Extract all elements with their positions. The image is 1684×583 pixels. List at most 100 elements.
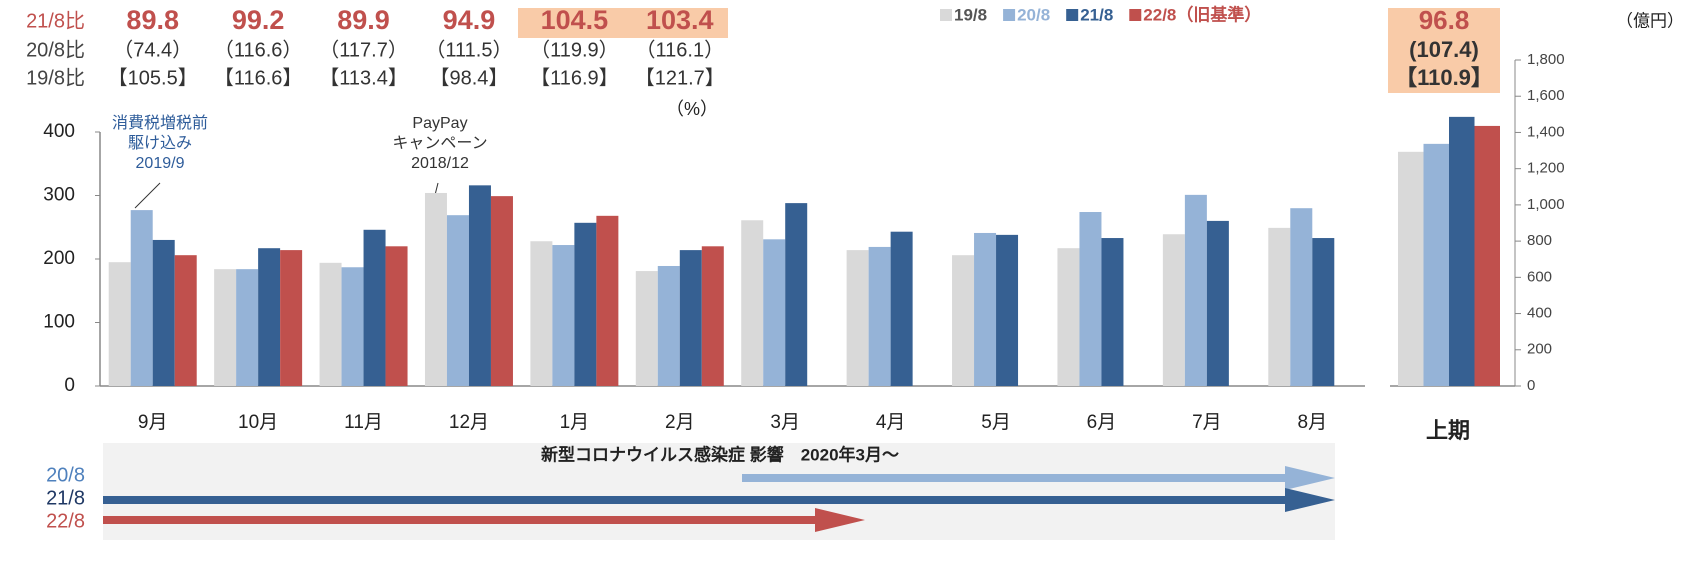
bar (446, 215, 469, 386)
bar (468, 185, 491, 386)
bar (530, 241, 553, 386)
legend-label: 19/8 (954, 5, 987, 24)
bar (763, 239, 786, 386)
y-tick-label: 300 (43, 185, 75, 206)
bar (890, 231, 913, 386)
ratio: 【113.4】 (319, 67, 408, 89)
ratio: （117.7） (319, 38, 408, 61)
x-tick-label: 6月 (1087, 412, 1117, 433)
unit-note: （%） (666, 99, 718, 119)
ratio: （116.1） (636, 38, 725, 61)
ratio: （74.4） (113, 38, 192, 61)
bar (741, 220, 764, 386)
ratio-total: 【110.9】 (1395, 65, 1493, 90)
bar (490, 196, 513, 386)
x-tick-label: 12月 (449, 412, 489, 433)
annotation: 2019/9 (136, 155, 185, 172)
bar (174, 255, 197, 386)
x-label: 上期 (1426, 418, 1470, 443)
x-tick-label: 4月 (876, 412, 906, 433)
arrow (103, 488, 1335, 512)
y2-tick-label: 1,400 (1527, 123, 1565, 140)
bar (385, 246, 408, 386)
bar (701, 246, 724, 386)
row-label: 20/8比 (26, 38, 85, 61)
timeline-label: 20/8 (46, 464, 85, 486)
bar (552, 245, 575, 386)
annotation: キャンペーン (392, 135, 487, 152)
bar (596, 215, 619, 386)
bar (236, 269, 259, 386)
y-tick-label: 400 (43, 121, 75, 142)
y2-tick-label: 1,800 (1527, 51, 1565, 68)
bar (363, 229, 386, 386)
bar (1290, 208, 1313, 386)
ratio: 104.5 (541, 5, 609, 35)
bar (1184, 194, 1207, 386)
x-tick-label: 9月 (138, 412, 168, 433)
ratio: 103.4 (646, 5, 714, 35)
y2-tick-label: 1,600 (1527, 87, 1565, 104)
y-label: （億円） (1616, 11, 1684, 30)
bar (785, 203, 808, 386)
x-tick-label: 11月 (344, 412, 383, 433)
bar (1449, 116, 1475, 386)
ratio: 89.9 (337, 5, 390, 35)
bar (679, 250, 702, 386)
legend-swatch (1129, 9, 1142, 21)
ratio-total: (107.4) (1409, 37, 1479, 62)
highlight (1388, 8, 1500, 93)
bar (214, 269, 237, 386)
bar (574, 222, 597, 386)
y2-tick-label: 1,000 (1527, 196, 1565, 213)
timeline-label: 21/8 (46, 487, 85, 509)
bar (280, 250, 303, 386)
bar (952, 255, 975, 386)
annotation: 消費税増税前 (112, 114, 208, 132)
bar (1162, 234, 1185, 386)
bar (1312, 238, 1335, 386)
x-tick-label: 5月 (981, 412, 1011, 433)
ratio: （116.6） (214, 38, 303, 61)
y-tick-label: 200 (43, 248, 75, 269)
bar (846, 250, 869, 386)
ratio: 99.2 (232, 5, 285, 35)
bar (657, 265, 680, 386)
ratio: 【98.4】 (429, 67, 508, 89)
ratio: 94.9 (443, 5, 496, 35)
bar (1423, 143, 1449, 386)
x-tick-label: 1月 (560, 412, 590, 433)
legend-swatch (1066, 9, 1079, 21)
bar (996, 234, 1019, 386)
bar (1101, 238, 1124, 386)
legend-swatch (940, 9, 952, 21)
bar (1268, 227, 1291, 386)
legend-swatch (1003, 9, 1016, 21)
bar (1057, 248, 1080, 386)
row-label: 19/8比 (26, 66, 85, 89)
bar (1398, 151, 1424, 386)
x-tick-label: 7月 (1192, 412, 1222, 433)
ratio: 89.8 (126, 5, 179, 35)
x-tick-label: 8月 (1298, 412, 1328, 433)
leader (134, 182, 161, 209)
ratio: 【121.7】 (635, 67, 725, 89)
x-tick-label: 3月 (770, 412, 800, 433)
y2-tick-label: 400 (1527, 305, 1552, 322)
legend-label: 22/8（旧基準） (1143, 4, 1261, 24)
y2-tick-label: 800 (1527, 232, 1552, 249)
row-label: 21/8比 (26, 9, 85, 32)
x-tick-label: 10月 (238, 412, 278, 433)
y-tick-label: 0 (64, 375, 75, 396)
legend-label: 20/8 (1017, 5, 1050, 24)
y2-tick-label: 600 (1527, 268, 1552, 285)
ratio-total: 96.8 (1419, 5, 1470, 35)
y2-tick-label: 0 (1527, 377, 1535, 394)
y2-tick-label: 200 (1527, 341, 1552, 358)
bar (974, 232, 997, 386)
bar (424, 192, 447, 386)
bar (1079, 212, 1102, 386)
highlight (518, 8, 728, 38)
annotation: 駆け込み (128, 134, 192, 152)
